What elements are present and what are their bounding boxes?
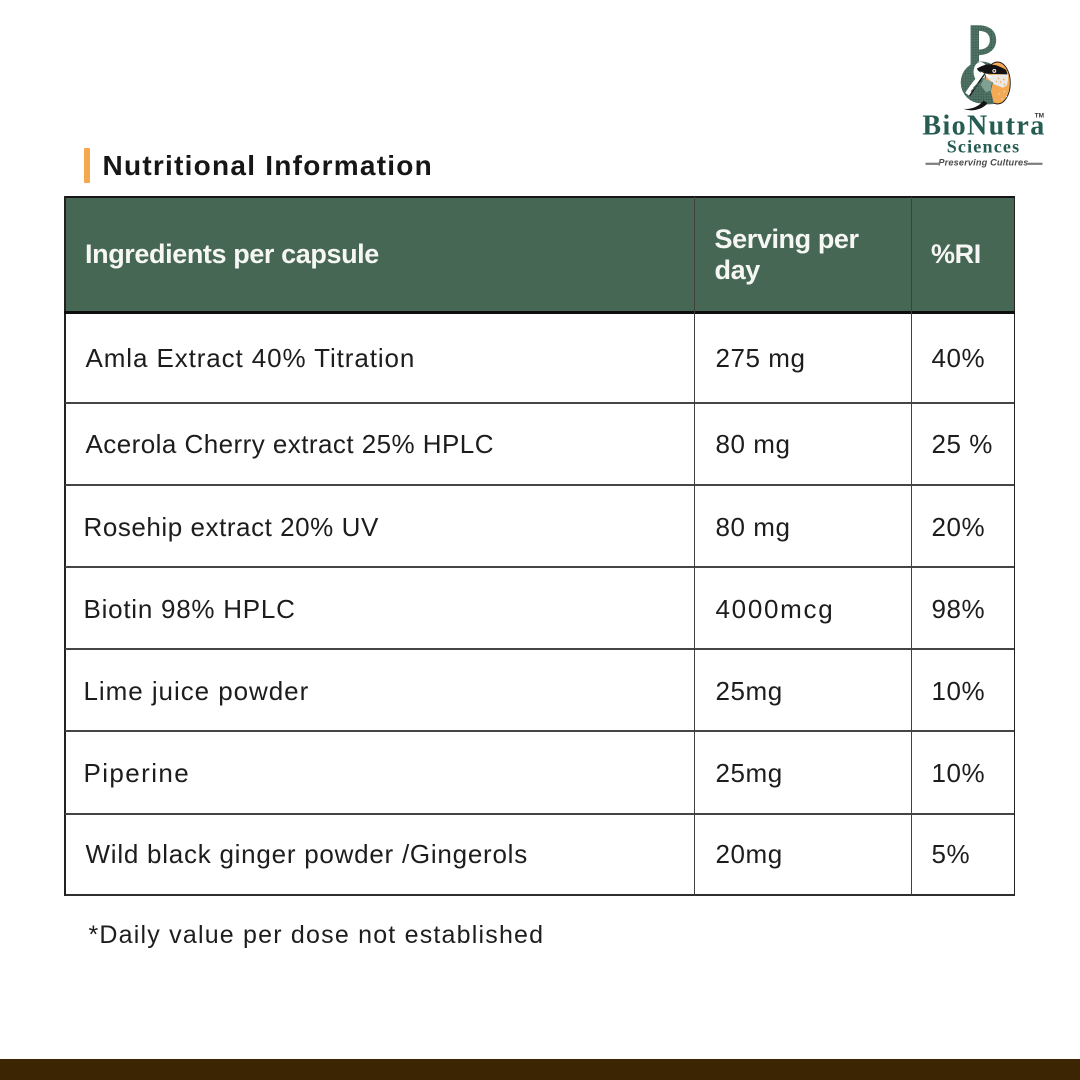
svg-text:TM: TM	[1035, 113, 1044, 120]
svg-text:Preserving Cultures: Preserving Cultures	[938, 158, 1028, 168]
svg-text:Sciences: Sciences	[947, 137, 1021, 157]
svg-text:BioNutra: BioNutra	[922, 111, 1045, 142]
